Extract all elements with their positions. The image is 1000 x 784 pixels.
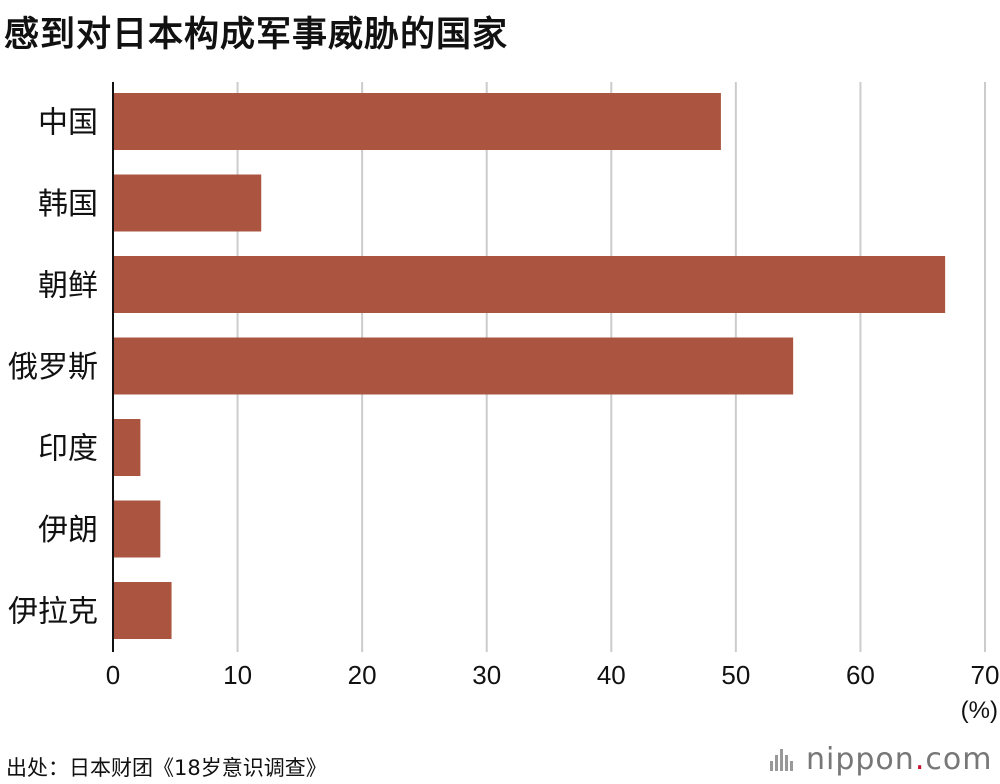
category-label: 中国 <box>38 106 98 141</box>
x-tick-label: 60 <box>846 660 875 690</box>
source-note: 出处：日本财团《18岁意识调查》 <box>6 756 327 780</box>
x-unit-label: (%) <box>961 697 998 724</box>
category-label: 印度 <box>38 432 98 467</box>
bar <box>113 419 141 476</box>
category-label: 伊拉克 <box>8 595 98 630</box>
category-label: 俄罗斯 <box>8 350 98 385</box>
bars <box>113 93 946 639</box>
bar <box>113 93 721 150</box>
x-tick-label: 70 <box>971 660 1000 690</box>
x-tick-label: 0 <box>106 660 120 690</box>
category-label: 伊朗 <box>38 513 98 548</box>
x-tick-labels: 0 10 20 30 40 50 60 70 <box>106 660 1000 690</box>
x-tick-label: 20 <box>348 660 377 690</box>
brand-logo: nippon.com <box>770 742 992 777</box>
bar <box>113 174 262 232</box>
x-tick-label: 40 <box>597 660 626 690</box>
bar <box>113 256 946 313</box>
bar <box>113 337 794 395</box>
brand-wordmark: nippon.com <box>806 742 993 777</box>
bar <box>113 500 161 558</box>
category-label: 朝鲜 <box>38 269 98 304</box>
chart-title: 感到对日本构成军事威胁的国家 <box>4 15 509 55</box>
bar <box>113 582 172 639</box>
x-tick-label: 50 <box>721 660 750 690</box>
category-label: 韩国 <box>38 187 98 222</box>
x-tick-label: 10 <box>223 660 252 690</box>
x-tick-label: 30 <box>472 660 501 690</box>
brand-bars-icon <box>770 747 798 773</box>
